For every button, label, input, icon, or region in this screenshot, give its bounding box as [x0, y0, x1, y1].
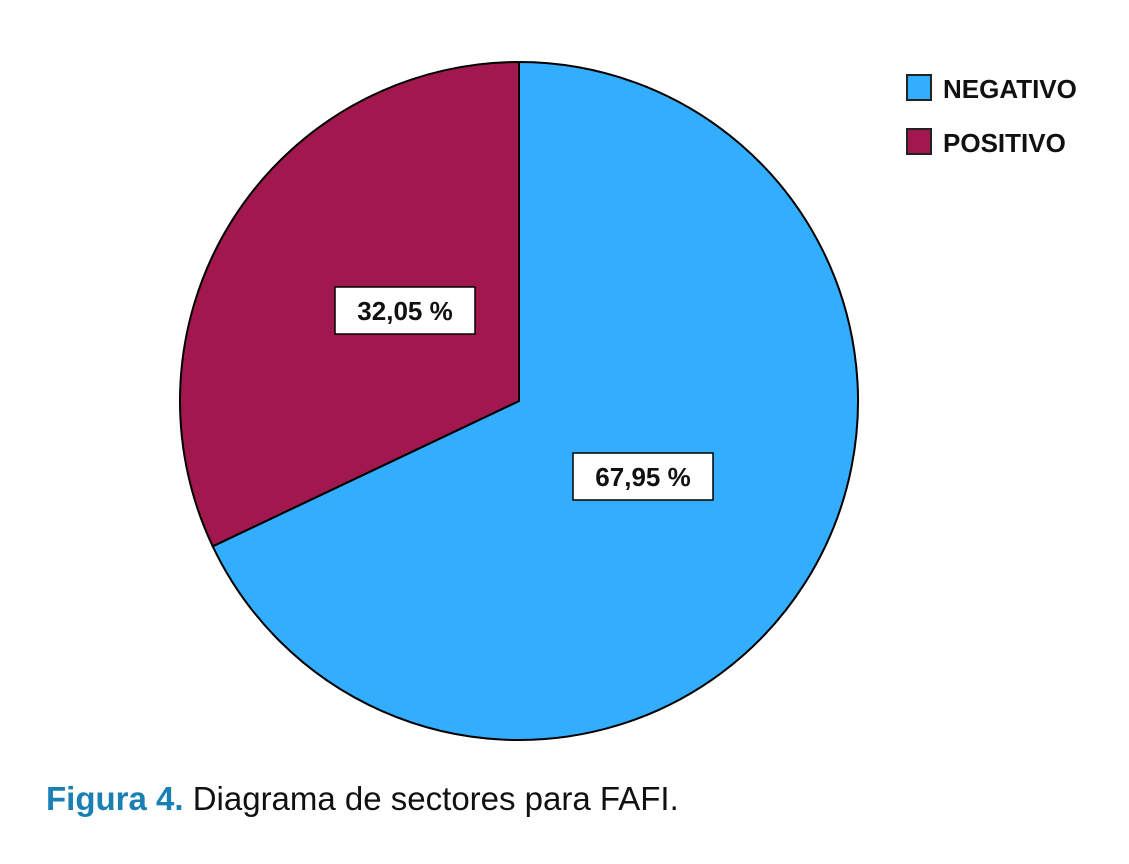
legend-swatch-negativo	[906, 74, 932, 101]
data-label-box	[572, 452, 714, 501]
pie-chart: 67,95 % 32,05 % NEGATIVO POSITIVO	[179, 60, 1077, 741]
pie-slice-negativo	[211, 60, 859, 741]
data-label-positivo: 32,05 %	[357, 296, 452, 326]
caption-label: Figura 4.	[46, 780, 184, 817]
data-label-box	[334, 286, 476, 335]
legend-swatch-positivo	[906, 128, 932, 155]
data-label-negativo: 67,95 %	[595, 462, 690, 492]
figure-caption: Figura 4. Diagrama de sectores para FAFI…	[46, 780, 679, 818]
legend-label-positivo: POSITIVO	[943, 128, 1066, 158]
caption-text: Diagrama de sectores para FAFI.	[192, 780, 679, 817]
legend-label-negativo: NEGATIVO	[943, 74, 1077, 104]
